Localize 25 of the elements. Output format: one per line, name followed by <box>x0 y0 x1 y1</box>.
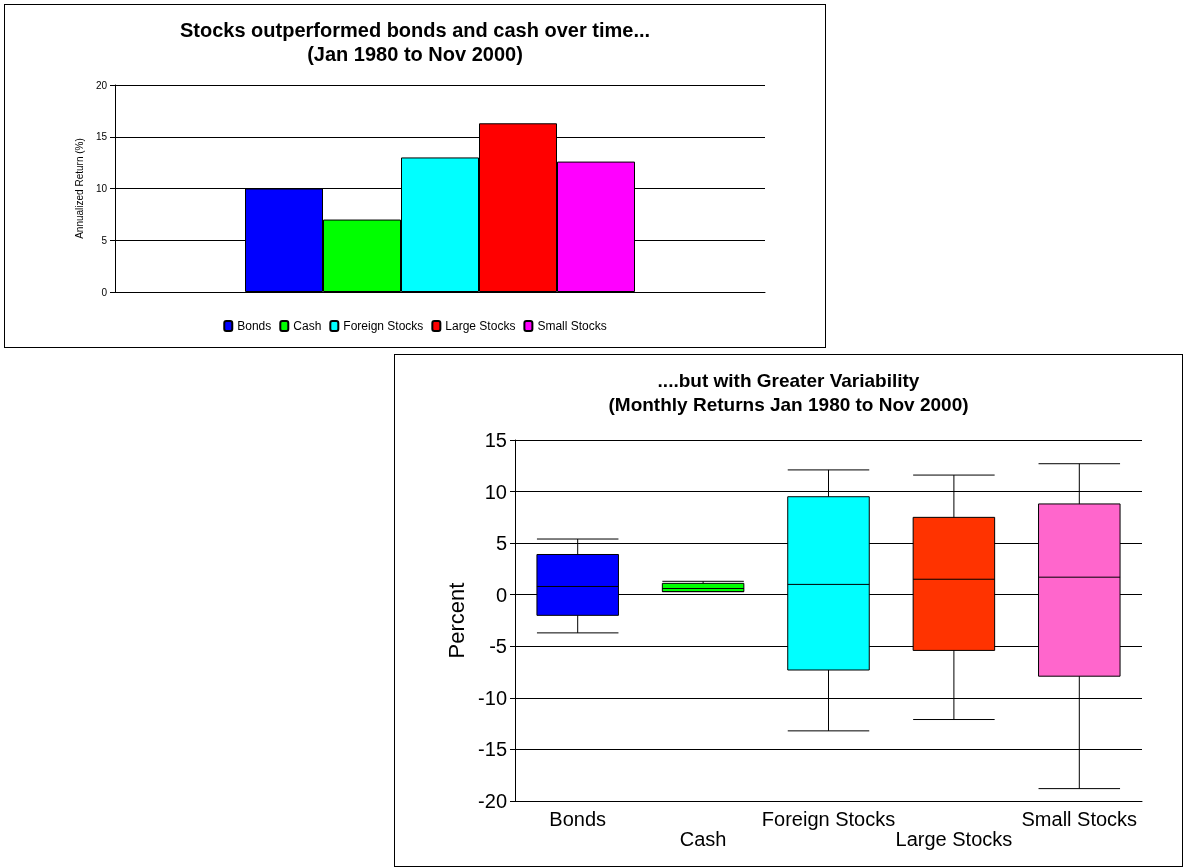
x-tick-label: Bonds <box>549 808 607 830</box>
chart-title: ....but with Greater Variability (Monthly Returns Jan 1980 to Nov 2000) <box>608 369 969 415</box>
y-tick-label: 0 <box>101 286 108 298</box>
y-tick-label: 20 <box>95 79 108 91</box>
legend-label: Bonds <box>237 319 272 333</box>
legend-label: Small Stocks <box>537 319 607 333</box>
y-tick-label: -20 <box>478 790 507 812</box>
y-tick-label: 15 <box>95 131 108 143</box>
y-tick-label: 10 <box>484 480 507 503</box>
y-tick-label: 5 <box>495 532 507 555</box>
y-axis-title: Annualized Return (%) <box>74 138 86 239</box>
y-tick-label: 0 <box>495 583 507 606</box>
y-axis-title: Percent <box>443 582 469 659</box>
y-tick-label: -5 <box>489 635 507 658</box>
legend-label: Foreign Stocks <box>343 319 424 333</box>
y-tick-label: -10 <box>478 686 507 709</box>
x-tick-label: Small Stocks <box>1021 808 1138 830</box>
y-tick-label: 10 <box>95 183 108 194</box>
y-tick-label: -15 <box>478 738 507 761</box>
y-tick-label: 15 <box>484 429 507 451</box>
chart-title: Stocks outperformed bonds and cash over time... (Jan 1980 to Nov 2000) <box>179 19 651 65</box>
legend-label: Cash <box>293 319 322 333</box>
legend-label: Large Stocks <box>445 319 516 333</box>
y-tick-label: 5 <box>101 234 108 246</box>
x-tick-label: Foreign Stocks <box>761 808 896 830</box>
